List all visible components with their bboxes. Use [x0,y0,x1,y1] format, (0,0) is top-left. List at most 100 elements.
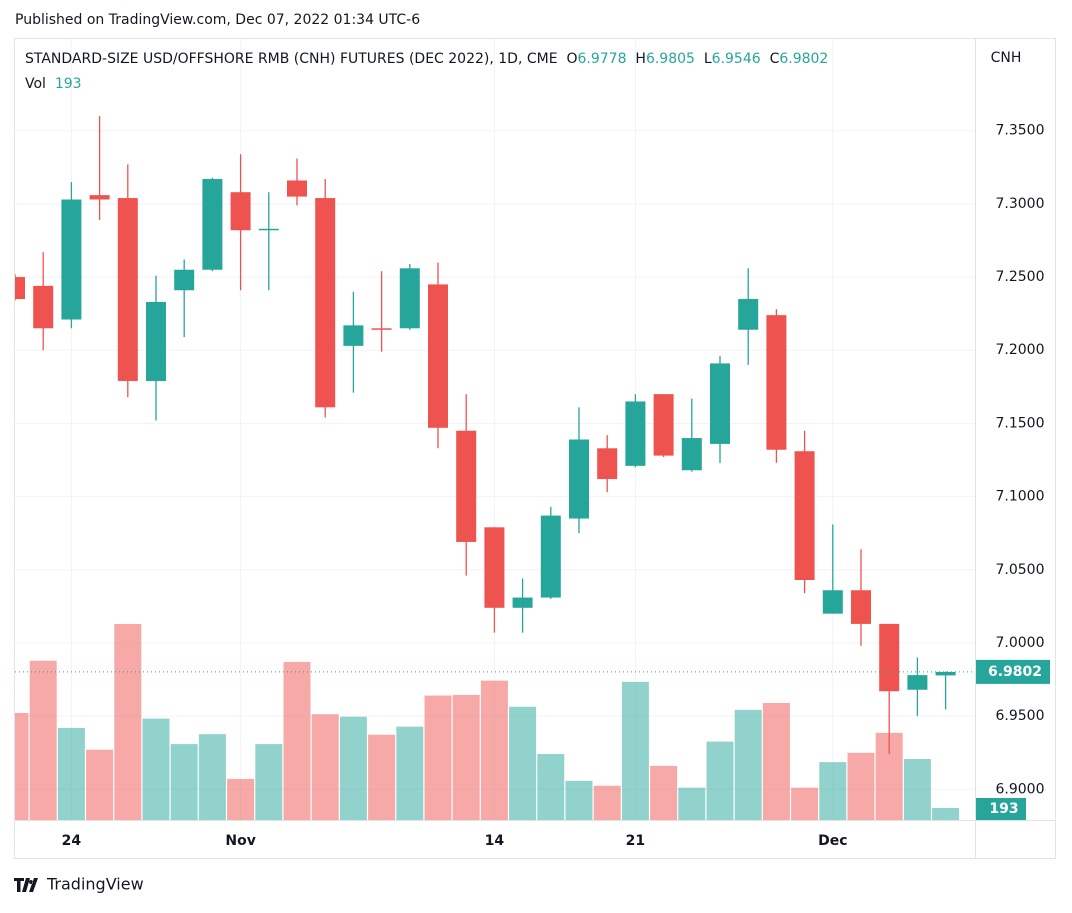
volume-bar [424,695,452,820]
volume-tag-label: 193 [989,801,1018,817]
ohlc-value: 6.9805 [645,51,695,67]
candle-layer [15,116,956,755]
brand: TradingView [46,875,144,894]
candle-body [625,401,646,466]
volume-bar [621,681,649,820]
candle-body [230,192,251,231]
volume-value: 193 [54,76,82,92]
candle-body [484,527,505,608]
volume-bar [791,787,819,820]
candle-body [653,394,674,456]
volume-bar [678,787,706,820]
candle-body [117,198,138,381]
volume-bar [396,726,424,820]
volume-bar [593,785,621,820]
y-tick-label: 7.1000 [996,489,1045,505]
volume-bar [227,778,255,820]
ohlc-key: O [566,51,578,67]
y-tick-label: 7.0500 [996,562,1045,578]
candle-body [569,439,589,519]
candle-body [399,268,420,329]
candle-body [794,451,815,580]
volume-bar [537,754,565,820]
ohlc-key: H [635,51,646,67]
volume-bar [819,762,847,820]
published: Published on TradingView.com, Dec 07, 20… [15,12,420,28]
candle-body [879,623,900,692]
volume-bar [932,807,960,820]
frame [14,38,1056,859]
candle-body [15,277,25,300]
y-tick-label: 7.0000 [996,635,1045,651]
volume-bar [29,660,57,820]
volume-bar [255,744,283,820]
volume-bar [15,712,29,820]
volume-label: Vol [25,76,46,92]
candle-body [851,590,871,624]
candle-body [738,299,759,330]
candle-body [597,448,618,480]
y-tick-label: 7.1500 [996,415,1045,431]
candle-body [61,199,82,320]
volume-bar [480,680,508,820]
grid [15,39,975,820]
volume-bar [198,734,226,820]
candle-body [681,438,702,471]
price-tag [976,659,1050,684]
x-tick-label: Dec [818,833,847,849]
candle-body [766,315,787,450]
volume-bar [368,734,396,820]
y-tick-label: 6.9500 [996,708,1045,724]
y-tick-label: 7.2500 [996,269,1045,285]
candle-body [258,228,279,231]
candle-body [822,590,843,614]
logo [14,878,38,892]
volume-bar [650,765,678,820]
volume-bar [57,727,85,820]
volume-bar [762,703,790,820]
x-tick-label: 21 [626,833,645,849]
candle-body [315,198,336,408]
candle-body [287,180,307,197]
y-tick-label: 7.2000 [996,342,1045,358]
volume-bar [847,752,875,820]
ohlc-key: C [769,51,780,67]
candle-body [146,301,166,381]
volume-bar [509,706,537,820]
ohlc-key: L [703,51,712,67]
volume-bar [311,714,339,820]
y-tick-label: 6.9000 [996,781,1045,797]
candle-body [907,675,928,690]
x-tick-label: 24 [62,833,82,849]
candle-body [428,284,448,428]
ohlc-value: 6.9546 [711,51,761,67]
volume-bar [142,718,170,820]
x-tick-label: 14 [485,833,505,849]
y-axis-label: CNH [991,50,1022,66]
volume-bar [170,744,198,820]
candle-body [540,515,561,598]
volume-bar [903,759,931,820]
candle-body [456,430,477,542]
candle-body [33,285,54,329]
volume-layer [15,624,960,820]
volume-line: Vol 193 [25,76,82,92]
volume-bar [734,709,762,820]
candle-body [710,363,730,444]
volume-bar [452,694,480,820]
candle-body [935,671,956,676]
volume-bar [339,716,367,820]
y-tick-label: 7.3000 [996,196,1045,212]
volume-bar [86,749,114,820]
x-tick-label: Nov [225,833,255,849]
volume-bar [706,741,734,820]
volume-bar [283,661,311,820]
axis-layer: 6.9000 6.9500 7.0000 7.0500 7.1000 7.1500 7.20… [15,123,1050,849]
candle-body [512,597,533,608]
ohlc-value: 6.9778 [577,51,627,67]
y-tick-label: 7.3500 [996,123,1045,139]
ohlc-value: 6.9802 [779,51,829,67]
candle-body [343,325,364,346]
